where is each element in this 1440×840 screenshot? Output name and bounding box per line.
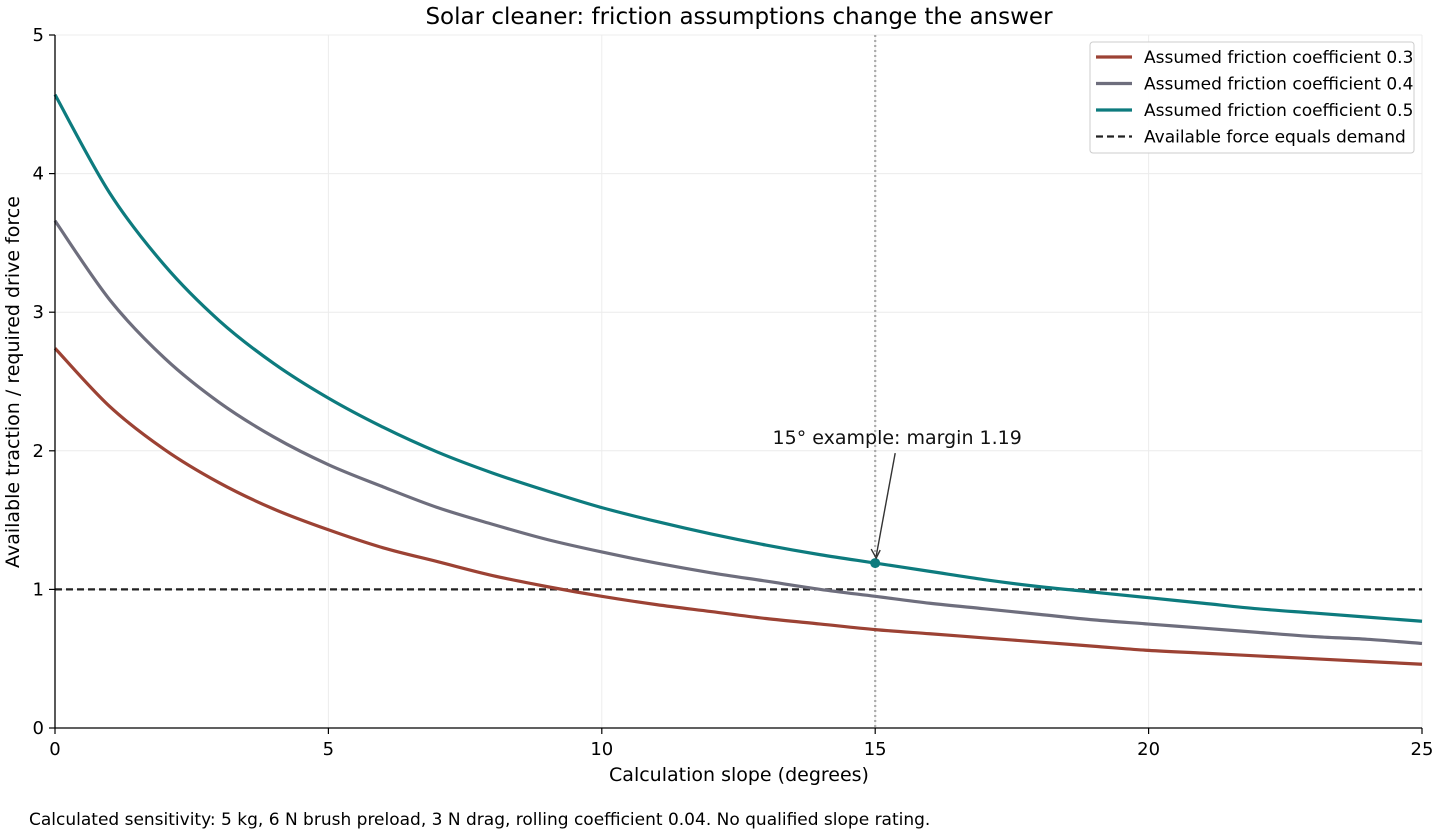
- x-tick-label: 25: [1411, 739, 1434, 760]
- legend-label: Assumed friction coefficient 0.4: [1144, 75, 1413, 95]
- axes: 0 5 10 15 20 25 0 1 2 3 4 5: [33, 25, 1434, 760]
- legend-box: [1089, 41, 1415, 154]
- y-tick-label: 5: [33, 25, 44, 46]
- y-axis-title: Available traction / required drive forc…: [2, 196, 24, 568]
- annotation-arrow-line: [875, 452, 896, 557]
- y-tick-label: 0: [33, 718, 44, 739]
- x-tick-label: 10: [590, 739, 613, 760]
- legend-label: Assumed friction coefficient 0.3: [1144, 48, 1413, 68]
- y-tick-label: 3: [33, 302, 44, 323]
- chart-title: Solar cleaner: friction assumptions chan…: [425, 4, 1053, 30]
- reference-lines: [55, 35, 1422, 728]
- x-axis-title: Calculation slope (degrees): [609, 764, 869, 786]
- annotation-label: 15° example: margin 1.19: [773, 427, 1022, 449]
- legend[interactable]: Assumed friction coefficient 0.3 Assumed …: [1089, 41, 1415, 154]
- footnote: Calculated sensitivity: 5 kg, 6 N brush …: [29, 810, 931, 830]
- x-tick-label: 20: [1137, 739, 1160, 760]
- x-tick-label: 0: [49, 739, 60, 760]
- y-tick-label: 2: [33, 441, 44, 462]
- annotation-arrow-head: [870, 548, 881, 560]
- series-line-mu-1: [53, 347, 1423, 666]
- annotation-point: [870, 558, 881, 569]
- y-tick-label: 1: [33, 579, 44, 600]
- legend-label: Assumed friction coefficient 0.5: [1144, 101, 1413, 121]
- legend-label: Available force equals demand: [1144, 128, 1406, 148]
- series-line-mu-3: [53, 93, 1423, 623]
- x-tick-label: 15: [864, 739, 887, 760]
- series-line-mu-2: [53, 219, 1423, 646]
- series-layer: [53, 93, 1423, 666]
- y-tick-label: 4: [33, 164, 44, 185]
- annotation: 15° example: margin 1.19: [773, 427, 1022, 569]
- x-tick-label: 5: [323, 739, 334, 760]
